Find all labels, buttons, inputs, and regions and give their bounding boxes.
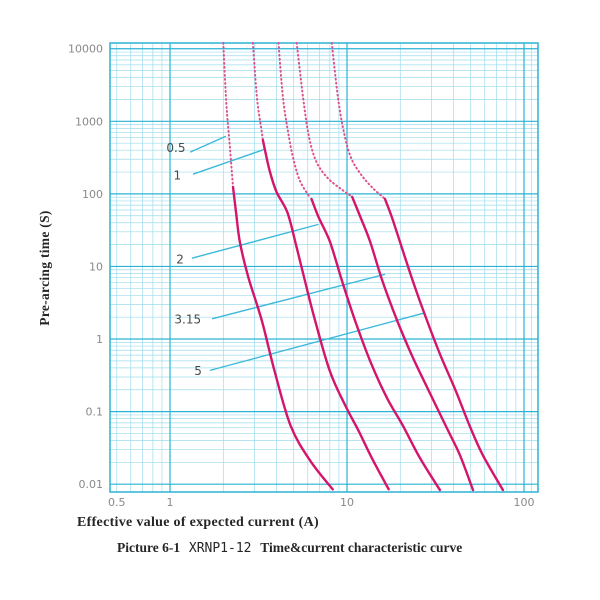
curve-solid-2A <box>310 197 442 492</box>
curve-dotted-0.5A <box>222 42 234 188</box>
curve-label-0.5: 0.5 <box>166 141 185 155</box>
y-tick-label-1000: 1000 <box>75 115 103 128</box>
curve-dotted-2A <box>277 42 310 198</box>
x-axis-title: Effective value of expected current (A) <box>77 515 319 530</box>
curve-label-2: 2 <box>176 252 184 266</box>
caption-prefix: Picture 6-1 <box>117 540 181 555</box>
curve-dotted-3.15A <box>295 42 354 198</box>
curve-solid-1A <box>261 139 390 491</box>
curve-label-5: 5 <box>194 364 202 378</box>
curve-label-1: 1 <box>174 169 182 183</box>
curve-label-3.15: 3.15 <box>174 312 201 326</box>
y-tick-label-0.01: 0.01 <box>79 478 104 491</box>
curve-solid-5A <box>383 197 505 492</box>
y-tick-label-0.1: 0.1 <box>86 406 104 419</box>
x-tick-label-0.5: 0.5 <box>108 496 126 509</box>
curve-solid-0.5A <box>231 185 334 491</box>
leader-line-0.5 <box>189 135 227 153</box>
leader-line-1 <box>192 148 266 175</box>
x-tick-label-10: 10 <box>340 496 354 509</box>
x-tick-label-1: 1 <box>167 496 174 509</box>
figure-caption: Picture 6-1 XRNP1-12 Time&current charac… <box>117 540 467 556</box>
x-tick-label-100: 100 <box>513 496 534 509</box>
leader-line-2 <box>191 223 319 259</box>
y-tick-label-1: 1 <box>96 333 103 346</box>
curve-dotted-1A <box>251 42 264 142</box>
y-tick-label-10: 10 <box>89 260 103 273</box>
curve-dotted-5A <box>330 42 386 200</box>
curve-solid-3.15A <box>351 195 475 492</box>
leader-line-3.15 <box>211 273 386 320</box>
caption-suffix: Time&current characteristic curve <box>260 540 463 555</box>
y-tick-label-10000: 10000 <box>68 43 103 56</box>
leader-line-5 <box>209 312 426 372</box>
plot-border <box>109 42 539 493</box>
y-tick-label-100: 100 <box>82 188 103 201</box>
caption-model-number: XRNP1-12 <box>188 541 252 556</box>
y-axis-title: Pre-arcing time (S) <box>37 210 52 326</box>
